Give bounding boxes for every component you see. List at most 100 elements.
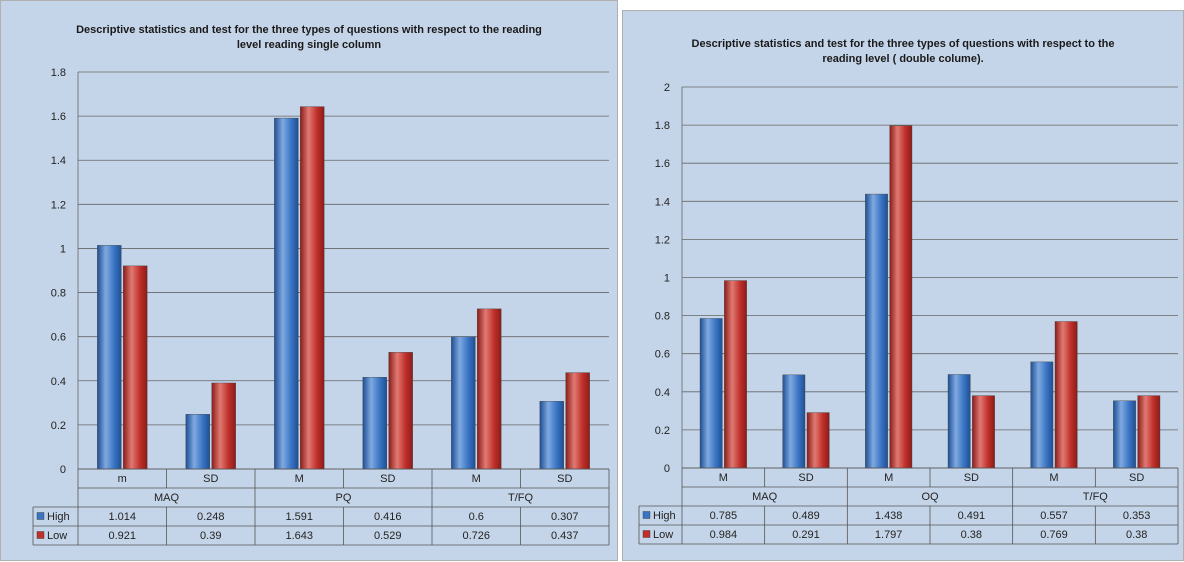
x-category-label: SD bbox=[203, 473, 218, 485]
bar-high bbox=[97, 245, 122, 470]
bar-low bbox=[972, 395, 995, 469]
legend-label: High bbox=[653, 510, 676, 522]
bar-high bbox=[539, 401, 564, 470]
data-value-label: 0.38 bbox=[1126, 529, 1147, 541]
x-group-label: T/FQ bbox=[508, 492, 533, 504]
x-group-label: OQ bbox=[921, 491, 939, 503]
data-value-label: 0.248 bbox=[197, 511, 225, 523]
legend-label: High bbox=[47, 511, 70, 523]
bar-low bbox=[565, 372, 590, 470]
bar-high bbox=[1030, 361, 1054, 469]
bar-low bbox=[889, 125, 913, 469]
legend-label: Low bbox=[653, 529, 673, 541]
data-value-label: 0.491 bbox=[958, 510, 986, 522]
data-value-label: 1.797 bbox=[875, 529, 903, 541]
bar-high bbox=[782, 374, 806, 469]
x-category-label: SD bbox=[798, 472, 813, 484]
y-tick-label: 0.6 bbox=[655, 349, 670, 361]
data-value-label: 0.785 bbox=[710, 510, 738, 522]
data-value-label: 1.014 bbox=[108, 511, 136, 523]
x-category-label: m bbox=[118, 473, 127, 485]
chart-title: Descriptive statistics and test for the … bbox=[691, 38, 1115, 65]
bar-high bbox=[699, 318, 723, 469]
data-value-label: 0.6 bbox=[469, 511, 484, 523]
data-value-label: 0.489 bbox=[792, 510, 820, 522]
bar-low bbox=[123, 265, 148, 470]
y-tick-label: 2 bbox=[664, 82, 670, 94]
bar-low bbox=[388, 352, 413, 470]
y-tick-label: 0.4 bbox=[51, 376, 66, 388]
data-value-label: 0.769 bbox=[1040, 529, 1068, 541]
data-value-label: 0.38 bbox=[961, 529, 982, 541]
bar-chart-double-column: 0 0.2 0.4 0.6 0.8 1 1.2 1.4 1.6 1.8 2 M SD M SD M SD MAQ O… bbox=[638, 82, 1179, 545]
bar-low bbox=[300, 106, 325, 470]
y-tick-label: 0.4 bbox=[655, 387, 670, 399]
legend-swatch-low bbox=[36, 531, 45, 539]
data-value-label: 0.353 bbox=[1123, 510, 1151, 522]
y-tick-label: 1.6 bbox=[655, 158, 670, 170]
x-category-label: M bbox=[472, 473, 481, 485]
bar-high bbox=[274, 117, 299, 470]
x-category-label: M bbox=[719, 472, 728, 484]
x-category-label: M bbox=[884, 472, 893, 484]
bar-high bbox=[1113, 400, 1136, 469]
y-tick-label: 1.8 bbox=[51, 67, 66, 79]
bar-high bbox=[362, 377, 387, 470]
x-group-label: MAQ bbox=[154, 492, 180, 504]
x-category-label: SD bbox=[964, 472, 979, 484]
x-group-label: T/FQ bbox=[1083, 491, 1108, 503]
y-tick-label: 1.2 bbox=[655, 234, 670, 246]
data-value-label: 1.643 bbox=[285, 530, 313, 542]
legend-swatch-high bbox=[642, 511, 651, 519]
x-category-label: SD bbox=[380, 473, 395, 485]
y-tick-label: 1.4 bbox=[655, 196, 670, 208]
y-tick-label: 0.8 bbox=[51, 288, 66, 300]
bar-chart-single-column: 0 0.2 0.4 0.6 0.8 1 1.2 1.4 1.6 1.8 m SD M SD M SD MAQ PQ… bbox=[32, 67, 610, 546]
bar-high bbox=[947, 374, 971, 469]
bar-low bbox=[806, 412, 830, 469]
bar-high bbox=[185, 414, 210, 470]
legend-swatch-low bbox=[642, 530, 651, 538]
legend-label: Low bbox=[47, 530, 67, 542]
y-tick-label: 0.8 bbox=[655, 311, 670, 323]
bar-low bbox=[211, 382, 236, 470]
x-category-label: SD bbox=[557, 473, 572, 485]
data-value-label: 0.291 bbox=[792, 529, 820, 541]
data-value-label: 0.39 bbox=[200, 530, 221, 542]
y-tick-label: 0 bbox=[60, 464, 66, 476]
legend-swatch-high bbox=[36, 512, 45, 520]
bar-high bbox=[451, 336, 476, 470]
bar-low bbox=[1137, 395, 1161, 469]
data-value-label: 0.921 bbox=[108, 530, 136, 542]
x-group-label: PQ bbox=[336, 492, 352, 504]
data-value-label: 0.726 bbox=[462, 530, 490, 542]
y-tick-label: 1.6 bbox=[51, 111, 66, 123]
y-tick-label: 1.4 bbox=[51, 155, 66, 167]
chart-panel-single-column: Descriptive statistics and test for the … bbox=[0, 0, 618, 561]
y-tick-label: 0.2 bbox=[655, 425, 670, 437]
bar-low bbox=[1054, 321, 1078, 469]
x-category-label: M bbox=[1049, 472, 1058, 484]
y-tick-label: 1 bbox=[664, 273, 670, 285]
data-value-label: 0.307 bbox=[551, 511, 579, 523]
data-value-label: 0.529 bbox=[374, 530, 402, 542]
y-tick-label: 0.2 bbox=[51, 420, 66, 432]
data-value-label: 1.438 bbox=[875, 510, 903, 522]
x-category-label: SD bbox=[1129, 472, 1144, 484]
chart-title: Descriptive statistics and test for the … bbox=[76, 24, 542, 51]
data-value-label: 0.557 bbox=[1040, 510, 1068, 522]
y-tick-label: 0 bbox=[664, 463, 670, 475]
x-category-label: M bbox=[295, 473, 304, 485]
bar-high bbox=[865, 193, 888, 469]
y-tick-label: 1 bbox=[60, 243, 66, 255]
data-value-label: 0.437 bbox=[551, 530, 579, 542]
chart-panel-double-column: Descriptive statistics and test for the … bbox=[622, 10, 1184, 561]
data-value-label: 0.984 bbox=[710, 529, 738, 541]
y-tick-label: 1.2 bbox=[51, 199, 66, 211]
data-value-label: 1.591 bbox=[285, 511, 313, 523]
data-value-label: 0.416 bbox=[374, 511, 402, 523]
y-tick-label: 1.8 bbox=[655, 120, 670, 132]
bar-low bbox=[477, 308, 502, 470]
y-tick-label: 0.6 bbox=[51, 332, 66, 344]
bar-low bbox=[724, 280, 747, 469]
